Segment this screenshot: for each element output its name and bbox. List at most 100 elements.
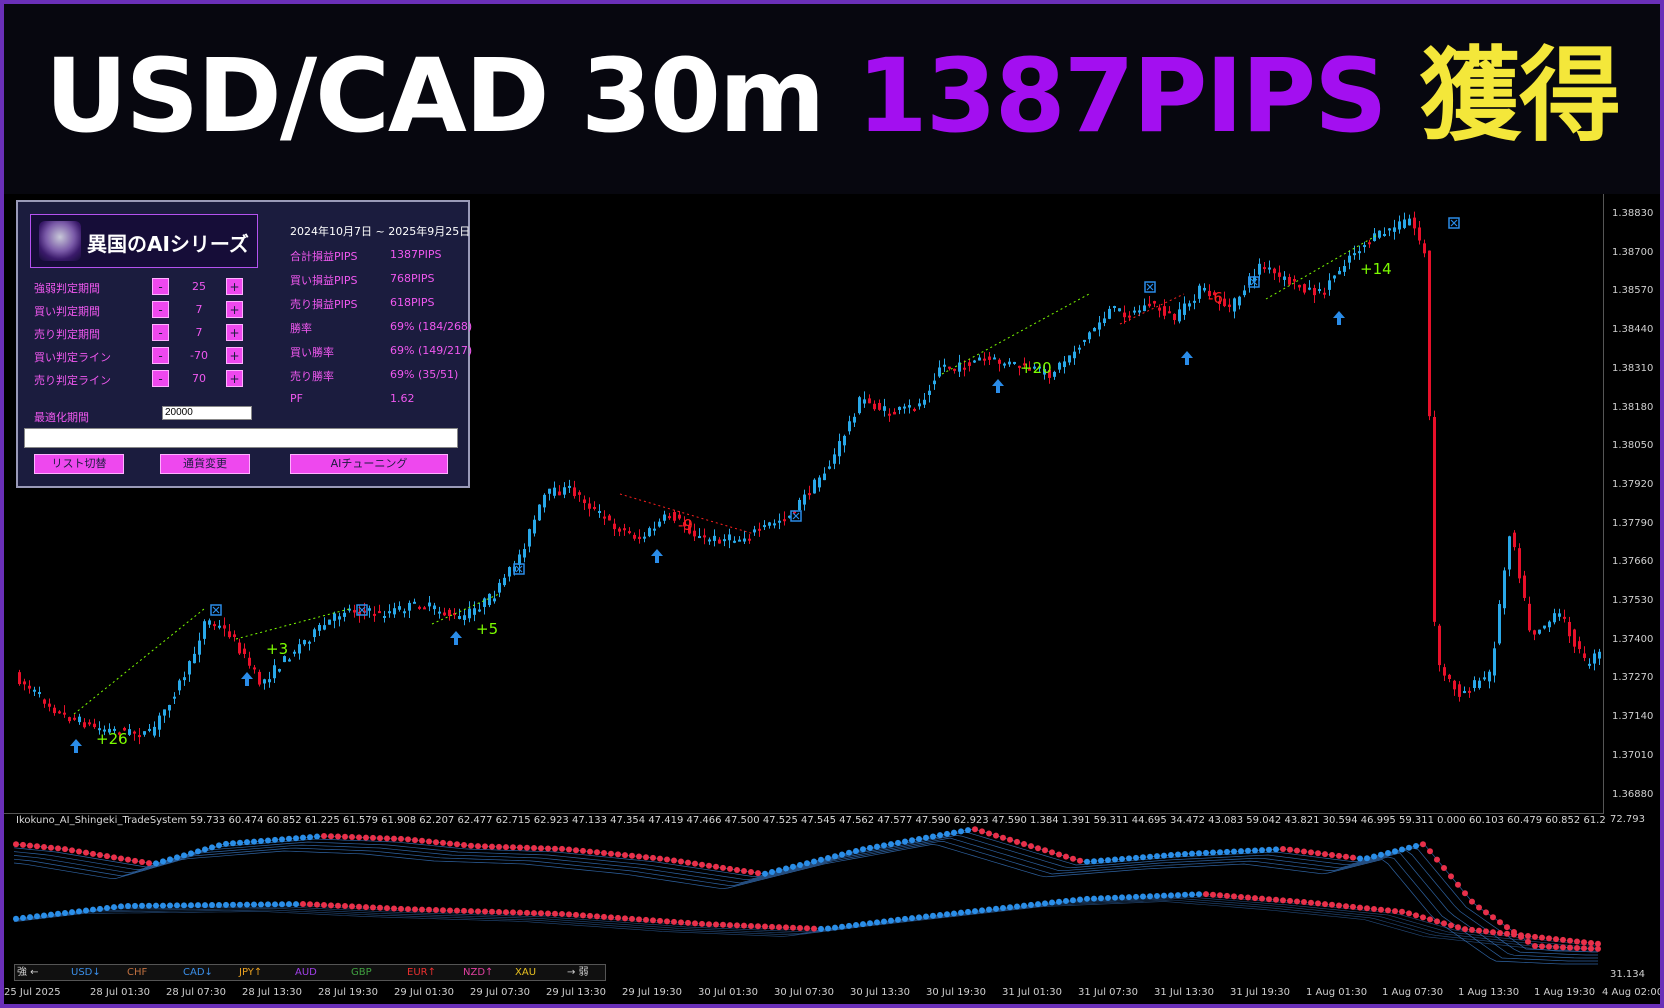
candle	[1338, 270, 1341, 275]
indicator-dot	[1469, 898, 1475, 905]
price-chart[interactable]: +26 +3 +5 -9 +20 -6 +14	[4, 194, 1604, 814]
indicator-dot	[328, 833, 334, 840]
candle	[1278, 272, 1281, 277]
param-minus-button[interactable]: -	[152, 370, 169, 387]
candle	[933, 380, 936, 385]
indicator-dot	[482, 843, 488, 850]
param-label: 売り判定期間	[34, 328, 100, 341]
indicator-dot	[930, 912, 936, 919]
candle	[813, 479, 816, 494]
indicator-dot	[440, 839, 446, 846]
indicator-dot	[419, 906, 425, 913]
param-minus-button[interactable]: -	[152, 347, 169, 364]
candle	[23, 681, 26, 685]
indicator-dot	[517, 909, 523, 916]
candle	[1358, 251, 1361, 254]
time-tick: 31 Jul 19:30	[1230, 987, 1290, 998]
indicator-dot	[342, 833, 348, 840]
indicator-dot	[1581, 945, 1587, 952]
param-plus-button[interactable]: +	[226, 347, 243, 364]
candle	[868, 398, 871, 404]
candle	[1013, 361, 1016, 364]
candle	[308, 641, 311, 644]
indicator-dot	[1287, 846, 1293, 853]
indicator-dot	[202, 846, 208, 853]
message-input[interactable]	[24, 428, 458, 448]
candle	[1538, 629, 1541, 634]
time-tick: 1 Aug 07:30	[1382, 987, 1444, 998]
indicator-dot	[1203, 891, 1209, 898]
price-axis: 1.38830 1.38700 1.38570 1.38440 1.38310 1.381…	[1604, 194, 1660, 814]
ai-tuning-button[interactable]: AIチューニング	[290, 454, 448, 474]
indicator-dot	[223, 840, 229, 847]
param-plus-button[interactable]: +	[226, 370, 243, 387]
candle	[1478, 680, 1481, 688]
candle	[818, 477, 821, 488]
candle	[673, 512, 676, 521]
candle	[178, 680, 181, 691]
indicator-dot	[1413, 912, 1419, 919]
param-minus-button[interactable]: -	[152, 278, 169, 295]
indicator-dot	[1259, 847, 1265, 854]
candle	[208, 620, 211, 625]
indicator-dot	[1315, 850, 1321, 857]
candle	[833, 454, 836, 464]
indicator-dot	[1182, 891, 1188, 898]
indicator-dot	[713, 863, 719, 870]
indicator-dot	[265, 837, 271, 844]
param-minus-button[interactable]: -	[152, 301, 169, 318]
candle	[43, 699, 46, 704]
indicator-dot	[622, 915, 628, 922]
candle	[248, 657, 251, 666]
indicator-dot	[636, 853, 642, 860]
candle	[1448, 674, 1451, 679]
indicator-dot	[1518, 932, 1524, 939]
indicator-dot	[258, 838, 264, 845]
param-plus-button[interactable]: +	[226, 278, 243, 295]
indicator-dot	[468, 908, 474, 915]
candle	[263, 679, 266, 684]
candle	[613, 523, 616, 530]
candle	[1303, 284, 1306, 293]
price-tick: 1.38050	[1612, 440, 1654, 452]
candle	[518, 554, 521, 566]
indicator-dot	[916, 914, 922, 921]
indicator-dot	[1091, 895, 1097, 902]
indicator-dot	[559, 910, 565, 917]
indicator-dot	[1448, 922, 1454, 929]
indicator-dot	[524, 909, 530, 916]
indicator-dot	[727, 865, 733, 872]
indicator-dot	[1245, 847, 1251, 854]
indicator-dot	[1448, 873, 1454, 880]
indicator-dot	[1196, 891, 1202, 898]
currency-change-button[interactable]: 通貨変更	[160, 454, 250, 474]
indicator-dot	[1574, 938, 1580, 945]
candle	[1268, 267, 1271, 270]
currency-strength-item: → 弱	[567, 967, 589, 978]
indicator-dot	[846, 849, 852, 856]
candle	[423, 607, 426, 610]
candle	[253, 667, 256, 670]
indicator-dot	[916, 836, 922, 842]
candle	[958, 362, 961, 372]
list-toggle-button[interactable]: リスト切替	[34, 454, 124, 474]
price-tick: 1.38570	[1612, 285, 1654, 297]
indicator-dot	[1049, 849, 1055, 856]
indicator-dot	[20, 914, 26, 921]
indicator-dot	[496, 843, 502, 850]
indicator-dot	[1070, 855, 1076, 862]
indicator-dot	[692, 860, 698, 867]
candle	[403, 611, 406, 614]
indicator-dot	[384, 835, 390, 842]
indicator-dot	[391, 835, 397, 842]
indicator-dot	[251, 838, 257, 845]
optimize-period-input[interactable]	[162, 406, 252, 420]
indicator-dot	[412, 837, 418, 844]
param-plus-button[interactable]: +	[226, 324, 243, 341]
indicator-dot	[1259, 895, 1265, 902]
candle	[1043, 369, 1046, 375]
candle	[528, 529, 531, 547]
param-minus-button[interactable]: -	[152, 324, 169, 341]
param-plus-button[interactable]: +	[226, 301, 243, 318]
currency-strength-item: AUD	[295, 967, 317, 978]
